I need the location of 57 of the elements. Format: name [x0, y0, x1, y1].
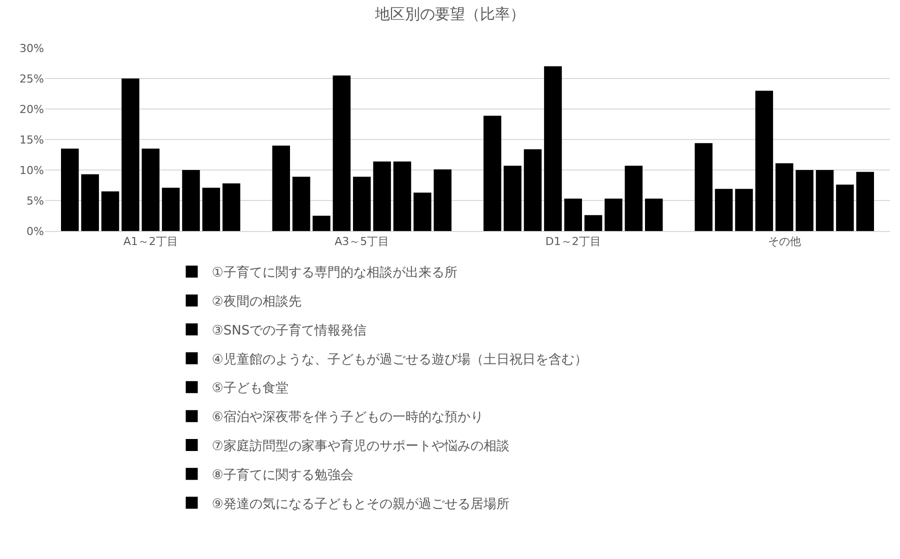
- bar: [584, 215, 602, 231]
- bar: [332, 75, 351, 231]
- bar: [81, 174, 99, 231]
- bar: [414, 192, 432, 231]
- bar: [101, 191, 120, 231]
- y-tick-label: 5%: [26, 194, 44, 208]
- bar: [775, 163, 794, 231]
- legend-label: ③SNSでの子育て情報発信: [212, 322, 367, 338]
- bar: [312, 216, 330, 231]
- x-tick-label: A1～2丁目: [123, 235, 178, 248]
- bar: [222, 183, 240, 231]
- bar: [856, 172, 874, 231]
- bar: [202, 188, 220, 231]
- y-tick-label: 0%: [26, 224, 44, 238]
- legend-label: ⑤子ども食堂: [212, 381, 288, 396]
- legend-label: ⑥宿泊や深夜帯を伴う子どもの一時的な預かり: [212, 409, 484, 426]
- legend-label: ⑧子育てに関する勉強会: [212, 466, 354, 483]
- y-tick-label: 15%: [20, 133, 44, 146]
- bar: [755, 90, 774, 231]
- y-tick-label: 30%: [20, 42, 44, 55]
- bar: [694, 143, 713, 231]
- legend-label: ⑦家庭訪問型の家事や育児のサポートや悩みの相談: [212, 438, 510, 454]
- bar: [352, 176, 371, 231]
- bar: [504, 166, 522, 231]
- bar: [393, 161, 412, 231]
- bar: [644, 198, 663, 231]
- bar: [735, 188, 753, 231]
- bar: [162, 188, 180, 231]
- bar: [142, 148, 160, 231]
- x-tick-label: D1～2丁目: [545, 235, 601, 248]
- bar: [272, 146, 290, 231]
- bar: [816, 170, 834, 231]
- bar: [122, 78, 140, 231]
- bar: [564, 198, 582, 231]
- bar: [796, 170, 814, 231]
- bar: [604, 198, 622, 231]
- bar: [61, 148, 79, 231]
- y-tick-label: 10%: [20, 164, 44, 177]
- bar: [836, 184, 854, 231]
- bar: [182, 170, 200, 231]
- bar: [714, 188, 733, 231]
- chart-title: 地区別の要望（比率）: [374, 4, 525, 23]
- bar: [484, 116, 502, 231]
- bar: [292, 176, 310, 231]
- y-tick-label: 25%: [20, 72, 44, 86]
- legend-label: ①子育てに関する専門的な相談が出来る所: [212, 264, 458, 281]
- bar: [434, 169, 452, 231]
- x-tick-label: A3～5丁目: [334, 235, 390, 248]
- y-tick-label: 20%: [20, 102, 44, 116]
- bar: [373, 161, 391, 231]
- bar: [544, 66, 562, 231]
- legend-label: ⑨発達の気になる子どもとその親が過ごせる居場所: [212, 496, 510, 512]
- bar: [624, 166, 643, 231]
- bar: [524, 149, 542, 231]
- legend-label: ②夜間の相談先: [212, 294, 302, 310]
- legend-label: ④児童館のような、子どもが過ごせる遊び場（土日祝日を含む）: [212, 351, 588, 368]
- x-tick-label: その他: [768, 235, 801, 248]
